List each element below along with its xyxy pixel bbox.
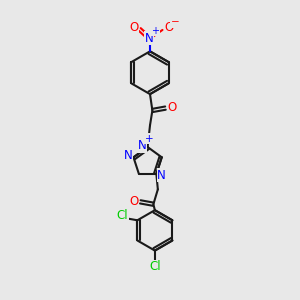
- Text: N: N: [138, 139, 147, 152]
- Text: N: N: [157, 169, 166, 182]
- Text: +: +: [151, 26, 159, 35]
- Text: O: O: [167, 101, 177, 114]
- Text: Cl: Cl: [149, 260, 161, 273]
- Text: −: −: [171, 17, 179, 28]
- Text: N: N: [124, 149, 133, 162]
- Text: +: +: [145, 134, 153, 144]
- Text: O: O: [129, 21, 138, 34]
- Text: Cl: Cl: [117, 209, 128, 222]
- Text: O: O: [164, 21, 174, 34]
- Text: N: N: [145, 32, 154, 45]
- Text: O: O: [129, 195, 138, 208]
